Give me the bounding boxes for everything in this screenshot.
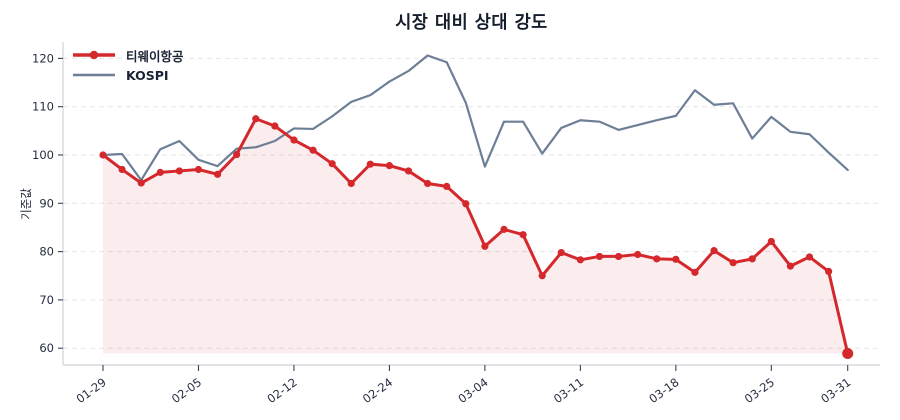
tway-point-27 bbox=[614, 252, 623, 261]
legend-swatch-icon bbox=[73, 50, 115, 60]
tway-point-3 bbox=[156, 168, 164, 176]
tway-point-39 bbox=[842, 348, 854, 360]
tway-point-36 bbox=[786, 262, 795, 270]
chart-legend: 티웨이항공 KOSPI bbox=[71, 47, 184, 83]
legend-item-kospi: KOSPI bbox=[71, 67, 184, 83]
tway-area-fill bbox=[103, 118, 848, 354]
x-tick-label: 03-25 bbox=[742, 375, 777, 406]
tway-point-19 bbox=[462, 200, 470, 208]
tway-point-17 bbox=[424, 179, 432, 188]
tway-point-0 bbox=[99, 151, 107, 159]
x-tick-label: 03-31 bbox=[818, 375, 853, 406]
tway-point-18 bbox=[443, 182, 451, 190]
tway-point-14 bbox=[366, 160, 374, 168]
tway-point-16 bbox=[404, 167, 413, 175]
legend-label: 티웨이항공 bbox=[126, 48, 184, 64]
tway-point-37 bbox=[805, 253, 814, 261]
tway-point-13 bbox=[347, 179, 355, 188]
tway-point-1 bbox=[118, 165, 126, 174]
tway-point-11 bbox=[309, 146, 317, 154]
tway-point-31 bbox=[691, 268, 699, 276]
chart-title: 시장 대비 상대 강도 bbox=[395, 13, 548, 33]
tway-point-32 bbox=[710, 247, 718, 255]
tway-point-24 bbox=[557, 248, 565, 257]
tway-point-34 bbox=[748, 255, 756, 263]
y-tick-label: 90 bbox=[39, 196, 54, 210]
tway-point-8 bbox=[252, 115, 260, 123]
legend-label: KOSPI bbox=[126, 67, 169, 83]
tway-point-29 bbox=[653, 255, 661, 263]
x-tick-label: 03-11 bbox=[551, 375, 586, 406]
tway-point-30 bbox=[672, 255, 680, 263]
kospi-line bbox=[101, 54, 849, 182]
y-tick-label: 70 bbox=[39, 293, 54, 307]
tway-point-22 bbox=[519, 231, 527, 239]
tway-point-12 bbox=[328, 160, 336, 168]
tway-point-25 bbox=[576, 256, 584, 264]
tway-point-2 bbox=[137, 179, 145, 187]
y-tick-label: 120 bbox=[32, 51, 54, 65]
tway-point-15 bbox=[385, 162, 394, 170]
y-tick-label: 60 bbox=[39, 341, 54, 355]
tway-point-9 bbox=[271, 122, 279, 130]
x-tick-label: 03-04 bbox=[455, 375, 490, 406]
x-tick-label: 01-29 bbox=[73, 375, 108, 406]
y-tick-label: 80 bbox=[39, 245, 54, 259]
tway-point-4 bbox=[175, 167, 183, 175]
y-tick-label: 110 bbox=[32, 100, 54, 114]
x-tick-label: 02-05 bbox=[169, 375, 204, 406]
tway-line bbox=[101, 117, 850, 356]
x-tick-label: 02-24 bbox=[360, 375, 395, 406]
tway-point-10 bbox=[290, 136, 298, 144]
tway-point-20 bbox=[481, 242, 489, 250]
tway-point-26 bbox=[595, 252, 604, 261]
tway-point-6 bbox=[213, 170, 222, 178]
legend-item-tway: 티웨이항공 bbox=[71, 47, 184, 64]
x-tick-label: 02-12 bbox=[264, 375, 299, 406]
x-tick-label: 03-18 bbox=[646, 375, 681, 406]
tway-point-5 bbox=[194, 165, 203, 174]
tway-point-23 bbox=[538, 272, 546, 280]
tway-point-33 bbox=[729, 259, 737, 267]
tway-point-7 bbox=[233, 150, 241, 159]
tway-point-28 bbox=[634, 250, 642, 259]
y-tick-label: 100 bbox=[32, 148, 54, 162]
legend-swatch-icon bbox=[73, 73, 115, 77]
tway-point-38 bbox=[825, 267, 833, 276]
tway-point-35 bbox=[767, 237, 775, 246]
tway-point-21 bbox=[500, 225, 508, 233]
